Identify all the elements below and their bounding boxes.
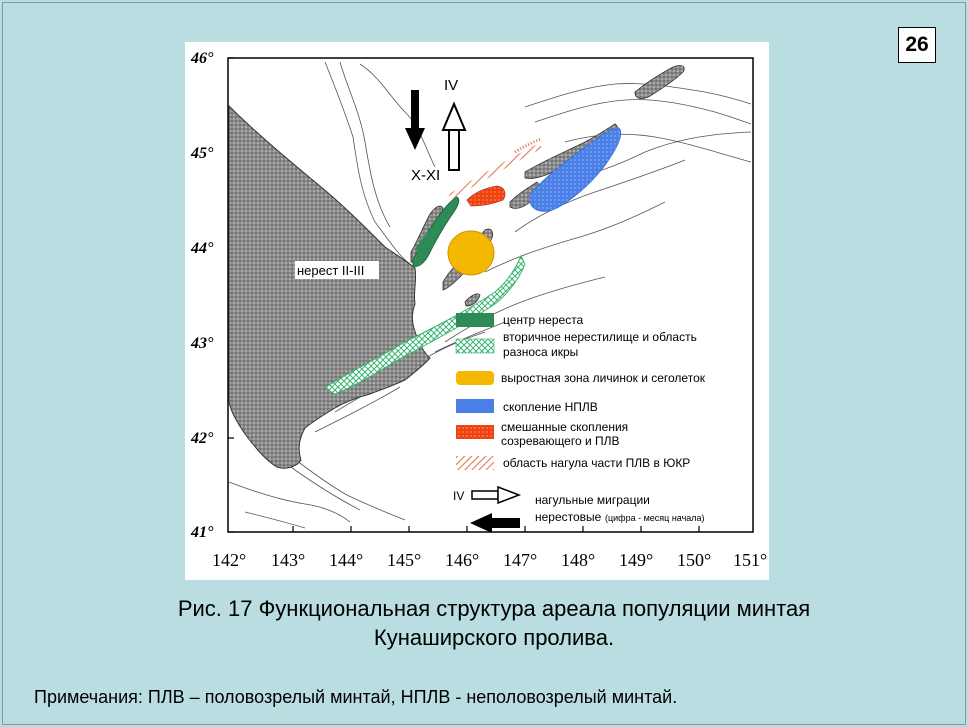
legend-swatch-nursery	[456, 371, 494, 385]
legend-spawning-center: центр нереста	[503, 313, 584, 327]
legend-migration-roman: IV	[453, 489, 464, 503]
legend-immature: скопление НПЛВ	[503, 400, 598, 414]
arrow-up-label: IV	[444, 77, 458, 94]
legend-feeding-migration: нагульные миграции	[535, 493, 650, 507]
migration-arrow-up	[441, 101, 467, 171]
migration-arrow-down	[405, 90, 425, 150]
lon-label: 150°	[677, 550, 711, 570]
lon-label: 142°	[212, 550, 246, 570]
shikotan-island	[464, 293, 481, 307]
legend-swatch-feeding	[456, 456, 494, 470]
legend-swatch-spawning-center	[456, 313, 494, 327]
footnote: Примечания: ПЛВ – половозрелый минтай, Н…	[34, 687, 678, 707]
lat-label: 44°	[190, 240, 214, 257]
lat-label: 45°	[190, 145, 214, 162]
legend-spawning-migration: нерестовые	[535, 510, 602, 524]
legend-secondary-line2: разноса икры	[503, 345, 578, 359]
legend-mixed-line2: созревающего и ПЛВ	[501, 434, 620, 448]
lon-label: 145°	[387, 550, 421, 570]
legend-swatch-immature	[456, 399, 494, 413]
lat-label: 41°	[190, 524, 214, 541]
mixed-aggregation	[466, 185, 506, 207]
lon-label: 146°	[445, 550, 479, 570]
lon-label: 148°	[561, 550, 595, 570]
lon-label: 151°	[733, 550, 767, 570]
map-legend: центр нереста вторичное нерестилище и об…	[453, 313, 706, 533]
lon-label: 144°	[329, 550, 363, 570]
axis-ticks	[228, 57, 700, 533]
lat-label: 42°	[190, 430, 214, 447]
hokkaido-land	[228, 104, 431, 469]
legend-arrow-outline	[471, 485, 522, 505]
slide-number: 26	[898, 27, 936, 63]
immature-aggregation	[529, 127, 622, 212]
lon-label: 149°	[619, 550, 653, 570]
legend-nursery: выростная зона личинок и сеголеток	[501, 371, 706, 385]
feeding-area	[448, 143, 543, 200]
region-label: нерест II-III	[297, 263, 364, 278]
nursery-zone	[447, 230, 495, 276]
legend-migration-note: (цифра - месяц начала)	[605, 513, 705, 523]
lat-label: 46°	[190, 50, 214, 67]
figure-caption-line2: Кунаширского пролива.	[373, 625, 615, 650]
legend-feeding: область нагула части ПЛВ в ЮКР	[503, 456, 690, 470]
legend-swatch-mixed	[456, 425, 494, 439]
legend-arrow-solid	[470, 513, 520, 533]
arrow-down-label: X-XI	[411, 167, 440, 184]
legend-swatch-secondary	[455, 338, 495, 354]
legend-secondary-line1: вторичное нерестилище и область	[503, 330, 697, 344]
figure-caption-line1: Рис. 17 Функциональная структура ареала …	[177, 596, 811, 621]
lon-label: 147°	[503, 550, 537, 570]
lat-label: 43°	[190, 335, 214, 352]
legend-mixed-line1: смешанные скопления	[501, 420, 628, 434]
lon-label: 143°	[271, 550, 305, 570]
map-figure: X-XI IV нерест II-III 46° 45° 44° 43° 42…	[185, 42, 769, 580]
urup-island	[634, 65, 685, 100]
secondary-spawning-area	[324, 254, 526, 395]
